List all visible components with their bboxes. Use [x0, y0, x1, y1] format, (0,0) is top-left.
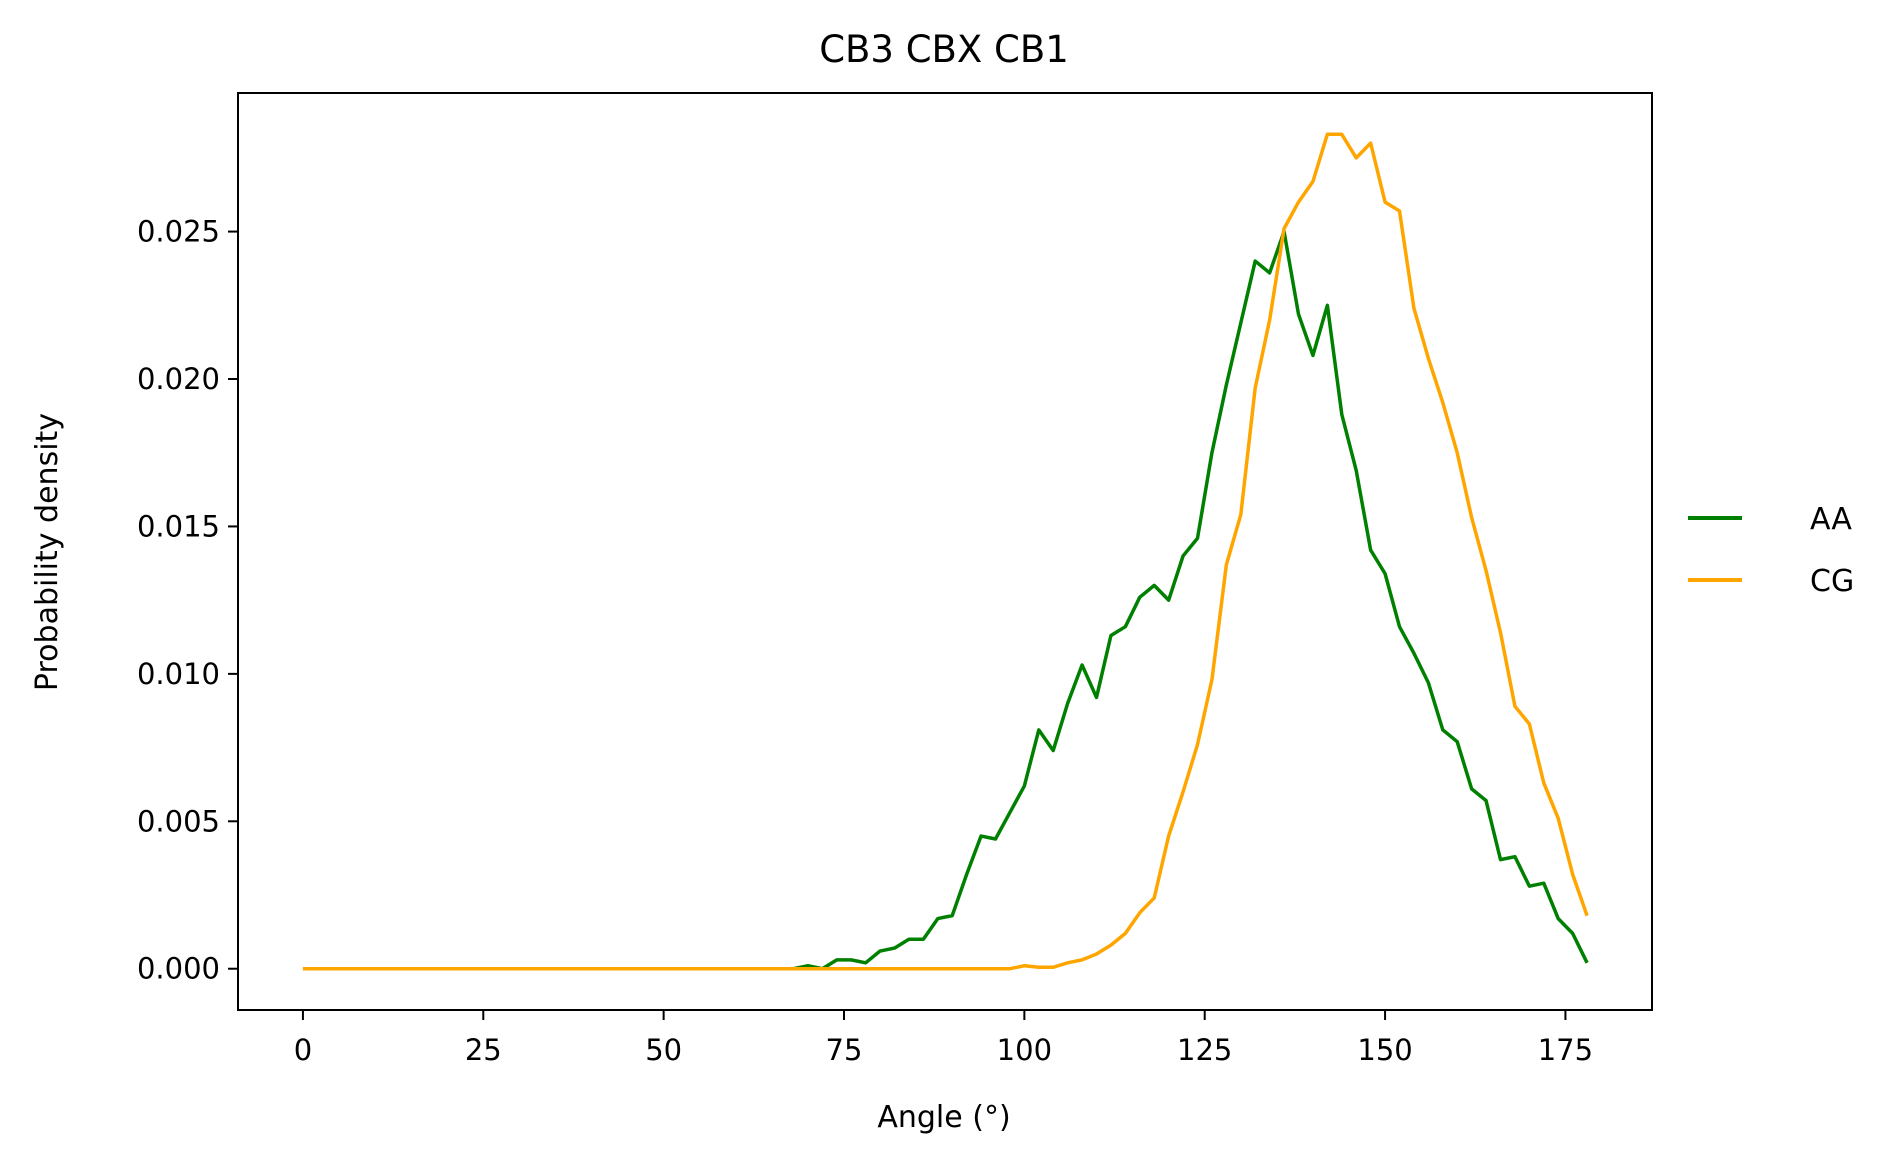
series-line-cg — [302, 132, 1589, 971]
y-tick-label: 0.020 — [137, 362, 220, 396]
legend: AA CG — [1688, 502, 1854, 599]
x-axis-label: Angle (°) — [877, 1100, 1010, 1135]
y-axis-ticks: 0.000 0.005 0.010 0.015 0.020 0.025 — [137, 215, 238, 986]
y-tick-label: 0.000 — [137, 952, 220, 986]
x-tick-label: 150 — [1357, 1033, 1412, 1067]
y-tick-label: 0.005 — [137, 804, 220, 838]
x-tick-label: 125 — [1177, 1033, 1232, 1067]
y-axis-label: Probability density — [30, 413, 65, 691]
x-tick-label: 50 — [645, 1033, 682, 1067]
chart-title: CB3 CBX CB1 — [819, 28, 1069, 71]
x-tick-label: 75 — [826, 1033, 863, 1067]
x-tick-label: 175 — [1538, 1033, 1593, 1067]
series-line-aa — [302, 229, 1589, 971]
x-tick-label: 25 — [465, 1033, 502, 1067]
x-axis-ticks: 0 25 50 75 100 125 150 175 — [294, 1010, 1593, 1067]
plot-frame — [237, 92, 1653, 1011]
x-tick-label: 0 — [294, 1033, 312, 1067]
y-tick-label: 0.010 — [137, 657, 220, 691]
legend-label-cg: CG — [1810, 564, 1854, 599]
legend-label-aa: AA — [1810, 502, 1852, 537]
x-tick-label: 100 — [997, 1033, 1052, 1067]
series-layer — [302, 132, 1589, 971]
y-tick-label: 0.015 — [137, 509, 220, 543]
y-tick-label: 0.025 — [137, 215, 220, 249]
